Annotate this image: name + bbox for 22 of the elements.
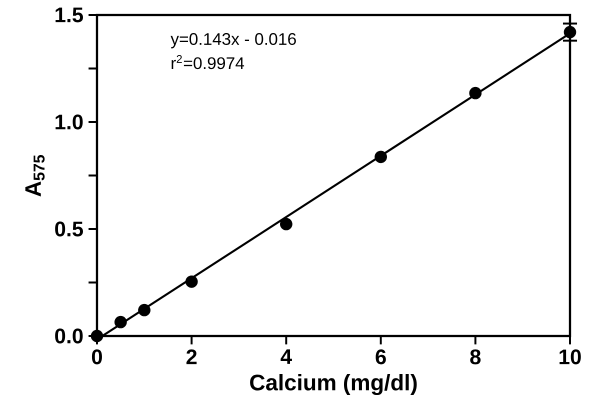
annotation: r$^{2}$=0.9974 <box>172 55 244 70</box>
x-tick-label: 0 <box>92 349 102 364</box>
x-axis-title: Calcium (mg/dl) <box>250 374 417 396</box>
y-tick-label: 0.0 <box>55 328 83 344</box>
point <box>469 86 482 100</box>
point <box>90 330 104 342</box>
point <box>114 316 127 328</box>
x-tick-label: 8 <box>470 349 481 364</box>
x-tick-label: 10 <box>560 349 581 364</box>
point <box>185 275 198 288</box>
point <box>564 26 576 38</box>
x-tick-label: 6 <box>376 349 386 364</box>
point <box>280 218 292 230</box>
point <box>138 304 150 316</box>
x-tick-label: 2 <box>186 349 197 364</box>
y-axis-title: A$_{575}$ <box>25 155 45 197</box>
point <box>374 150 387 164</box>
y-tick-label: 0.5 <box>55 222 83 236</box>
y-tick-label: 1.5 <box>56 8 83 22</box>
annotation: y=0.143x - 0.016 <box>170 33 296 48</box>
x-tick-label: 4 <box>280 349 292 364</box>
y-tick-label: 1.0 <box>56 114 83 130</box>
